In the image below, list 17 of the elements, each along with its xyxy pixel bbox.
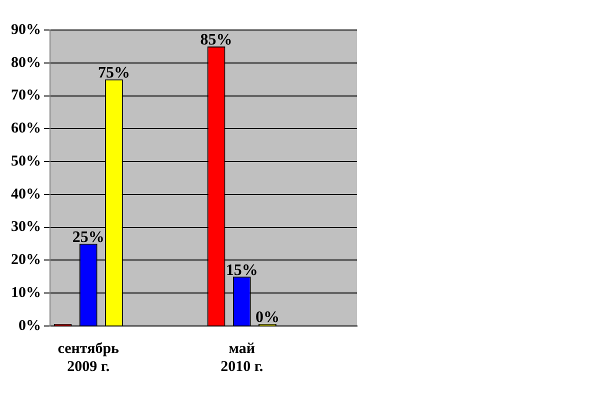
y-tick-label: 50%: [11, 153, 41, 170]
data-label: 25%: [72, 228, 104, 246]
y-tick-label: 30%: [11, 219, 41, 236]
y-tick-label: 80%: [11, 54, 41, 71]
y-tick-label: 90%: [11, 22, 41, 38]
data-label: 0%: [255, 309, 280, 326]
x-tick-label: сентябрь 2009 г.: [58, 340, 120, 375]
y-tick-label: 0%: [18, 318, 41, 334]
y-tick-label: 60%: [11, 120, 41, 137]
x-tick-label: май 2010 г.: [220, 340, 264, 375]
y-tick-label: 20%: [11, 252, 41, 268]
y-tick-label: 70%: [11, 88, 41, 104]
data-label: 15%: [226, 262, 258, 279]
data-label: 85%: [200, 32, 232, 49]
y-tick-label: 10%: [11, 284, 41, 301]
data-label: 75%: [98, 64, 130, 82]
y-tick-label: 40%: [11, 186, 41, 202]
